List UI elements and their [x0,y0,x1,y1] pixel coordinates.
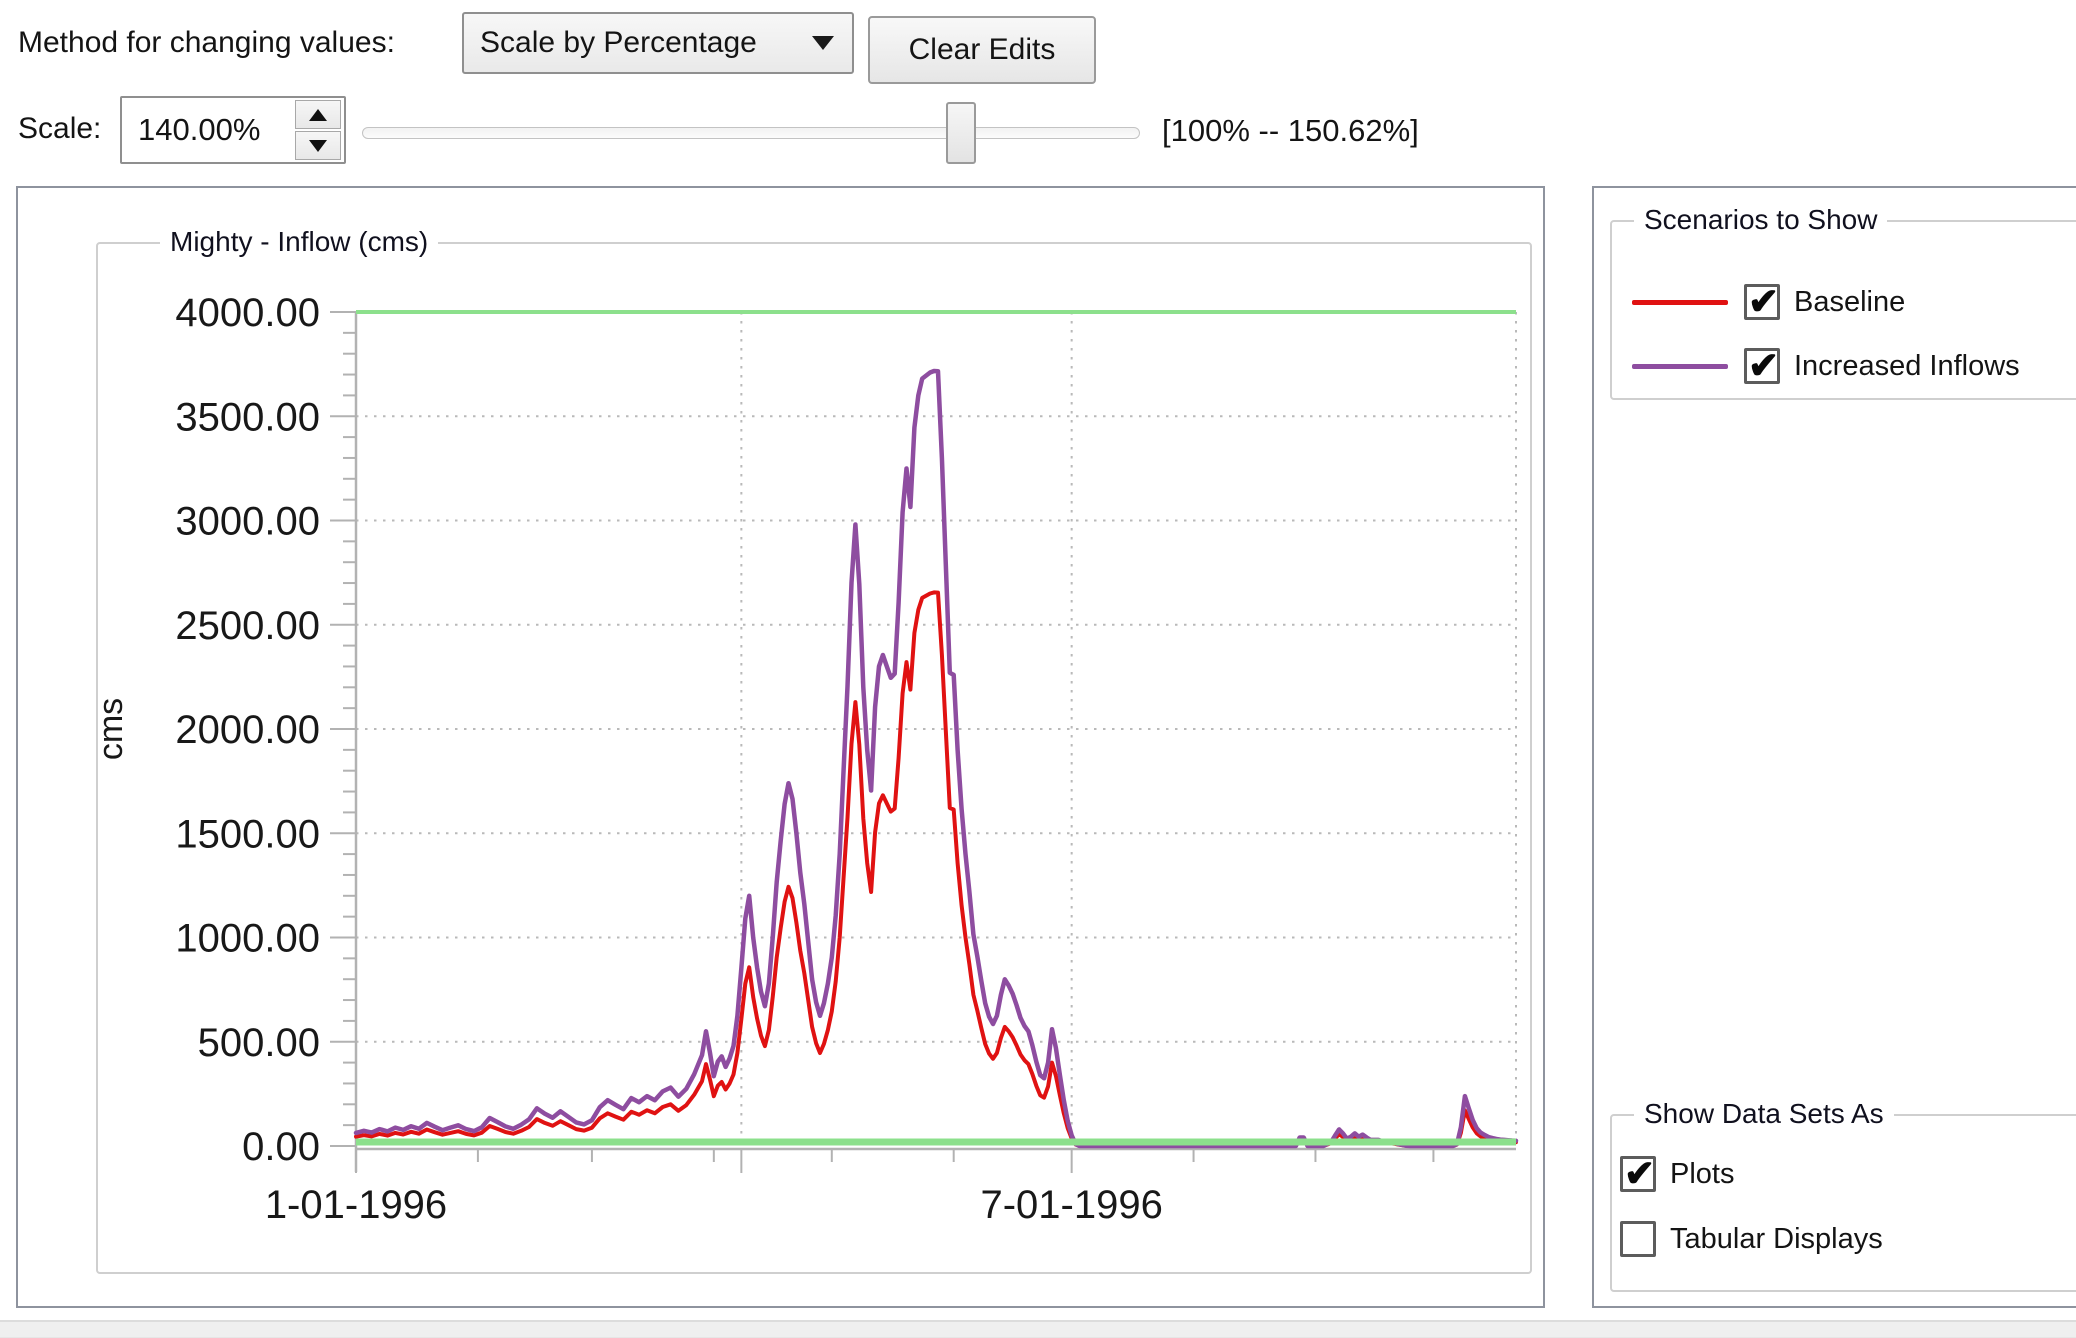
baseline-line-swatch [1632,299,1728,305]
svg-text:0.00: 0.00 [242,1125,320,1169]
inflow-chart: 0.00 500.00 1000.00 1500.00 2000.00 2500.00 30… [92,291,1519,1227]
legend-row-baseline: Baseline [1612,280,2076,324]
plots-checkbox[interactable] [1620,1152,1656,1195]
svg-text:1500.00: 1500.00 [175,812,320,856]
datasets-title: Show Data Sets As [1634,1098,1894,1130]
plot-panel: Mighty - Inflow (cms) 0.00 500.00 1000.00 1… [16,186,1545,1308]
arrow-down-icon [309,139,327,152]
scale-slider-track[interactable] [362,127,1140,139]
scale-value: 140.00% [138,112,261,147]
increased-inflows-line-swatch [1632,363,1728,369]
legend-row-increased-inflows: Increased Inflows [1612,344,2076,388]
svg-text:4000.00: 4000.00 [175,291,320,335]
tabular-displays-label: Tabular Displays [1670,1222,1883,1255]
clear-edits-button[interactable]: Clear Edits [868,16,1096,84]
method-dropdown[interactable]: Scale by Percentage [462,12,854,74]
scale-range-label: [100% -- 150.62%] [1162,113,1419,148]
svg-text:cms: cms [98,698,130,760]
clear-edits-label: Clear Edits [908,33,1056,66]
increased-inflows-checkbox[interactable] [1744,344,1780,387]
svg-text:1-01-1996: 1-01-1996 [265,1183,447,1227]
chart-title: Mighty - Inflow (cms) [160,226,439,258]
splitter-handle[interactable] [0,1320,2076,1338]
datasets-groupbox: Show Data Sets As Plots Tabular Displays [1610,1098,2076,1292]
svg-text:1000.00: 1000.00 [175,917,320,961]
svg-text:500.00: 500.00 [198,1021,320,1065]
method-dropdown-value: Scale by Percentage [480,26,757,59]
increased-inflows-label: Increased Inflows [1794,349,2020,382]
tabular-displays-row: Tabular Displays [1612,1217,2076,1261]
scenarios-title: Scenarios to Show [1634,204,1888,236]
spin-up-button[interactable] [295,100,341,129]
method-label: Method for changing values: [18,26,395,59]
options-panel: Scenarios to Show Baseline Increased Inf… [1592,186,2076,1308]
scenarios-groupbox: Scenarios to Show Baseline Increased Inf… [1610,204,2076,400]
chevron-down-icon [812,36,834,50]
tabular-displays-checkbox[interactable] [1620,1221,1656,1257]
spin-down-button[interactable] [295,131,341,160]
svg-text:2000.00: 2000.00 [175,708,320,752]
scale-label: Scale: [18,112,102,145]
plots-row: Plots [1612,1152,2076,1196]
baseline-checkbox[interactable] [1744,280,1780,323]
baseline-label: Baseline [1794,285,1906,318]
svg-text:7-01-1996: 7-01-1996 [980,1183,1162,1227]
svg-text:2500.00: 2500.00 [175,604,320,648]
plots-label: Plots [1670,1157,1735,1190]
svg-text:3500.00: 3500.00 [175,395,320,439]
scale-slider-handle[interactable] [946,102,976,164]
svg-text:3000.00: 3000.00 [175,500,320,544]
chart-groupbox: Mighty - Inflow (cms) 0.00 500.00 1000.00 1… [92,226,1532,1274]
scale-spinner[interactable]: 140.00% [120,96,346,164]
arrow-up-icon [309,108,327,121]
